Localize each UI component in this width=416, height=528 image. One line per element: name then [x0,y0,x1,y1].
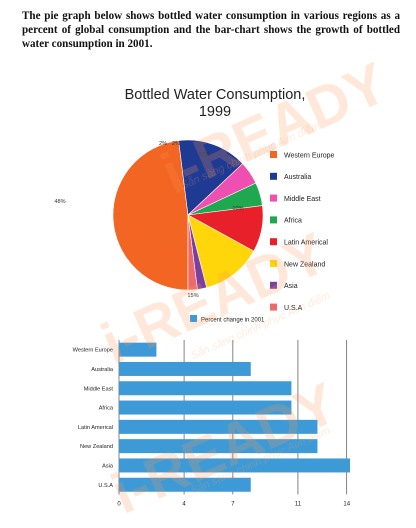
category-label: U.S.A [98,483,113,489]
category-label: Western Europe [73,348,113,354]
category-label: New Zealand [80,444,113,450]
bar-chart: Percent change in 2001 0 4 7 11 14 Western Eur… [0,312,416,512]
legend-swatch [270,304,277,311]
category-label: Latin Americal [78,425,113,431]
pie-slice-label: 2% [159,141,167,147]
legend-swatch [270,216,277,223]
category-label: Africa [99,406,114,412]
pie-title-line-1: Bottled Water Consumption, [125,87,306,103]
pie-slice-label: 10% [232,206,243,212]
bar [119,439,317,453]
legend-label: New Zealand [284,261,325,268]
bar [119,343,156,357]
legend-label: Percent change in 2001 [201,318,265,324]
x-tick-label: 0 [117,501,121,507]
legend-label: U.S.A [284,305,303,312]
legend-swatch [270,260,277,267]
legend-swatch [270,173,277,180]
legend-label: Asia [284,283,298,290]
x-tick-label: 14 [343,501,350,507]
pie-title-line-2: 1999 [199,104,231,120]
bar [119,381,291,395]
bar [119,401,291,415]
intro-text: The pie graph below shows bottled water … [22,9,400,51]
bar [119,478,251,492]
legend-swatch [270,282,277,289]
pie-slice-label: 48% [54,199,65,205]
category-label: Australia [91,367,114,373]
legend-label: Australia [284,174,311,181]
x-tick-label: 7 [231,501,235,507]
pie-chart-title: Bottled Water Consumption, 1999 [100,87,330,121]
legend-swatch [270,238,277,245]
bar [119,362,251,376]
category-label: Middle East [84,386,114,392]
category-label: Asia [102,463,114,469]
bar [119,458,350,472]
bar [119,420,317,434]
x-tick-label: 11 [295,501,302,507]
legend-label: Western Europe [284,152,335,159]
legend-swatch [270,195,277,202]
pie-slice-label: 13% [198,152,209,158]
x-tick-label: 4 [182,501,186,507]
pie-slice-label: 15% [187,293,198,299]
legend-swatch [270,151,277,158]
legend-label: Middle East [284,196,321,203]
legend-swatch [190,315,197,322]
legend-label: Africa [284,218,302,225]
legend-label: Latin Americal [284,240,328,247]
pie-slice [113,141,188,290]
pie-slice-label: 2% [172,141,180,147]
